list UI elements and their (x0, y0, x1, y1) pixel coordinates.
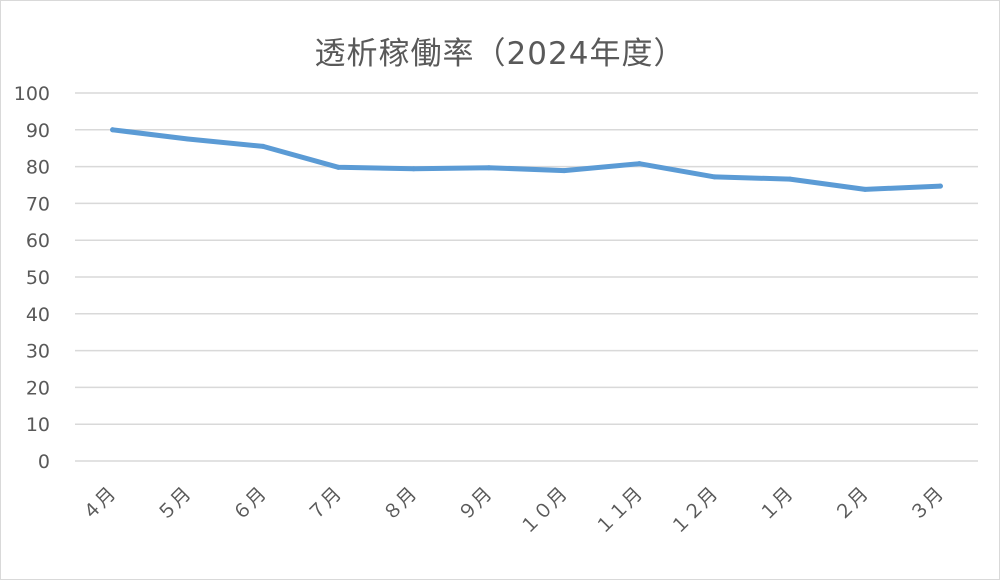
data-point (561, 168, 567, 174)
y-tick-label: 80 (26, 157, 50, 179)
x-tick-label: ３月 (905, 483, 947, 525)
y-tick-label: 60 (26, 230, 50, 252)
gridlines (75, 92, 978, 462)
y-axis-ticks: 0 10 20 30 40 50 60 70 80 90 100 (14, 83, 50, 473)
x-tick-label: ２月 (830, 483, 872, 525)
x-tick-label: ８月 (379, 483, 421, 525)
x-tick-label: ４月 (78, 483, 120, 525)
data-point (712, 174, 718, 180)
x-tick-label: ５月 (153, 483, 195, 525)
x-tick-label: ６月 (228, 483, 270, 525)
y-tick-label: 40 (26, 304, 50, 326)
y-tick-label: 30 (26, 341, 50, 363)
data-point (260, 143, 266, 149)
y-tick-label: 20 (26, 377, 50, 399)
data-point (937, 183, 943, 189)
y-tick-label: 90 (26, 120, 50, 142)
x-tick-label: １１月 (591, 483, 647, 539)
y-tick-label: 50 (26, 267, 50, 289)
y-tick-label: 100 (14, 83, 50, 105)
x-axis-ticks: ４月 ５月 ６月 ７月 ８月 ９月 １０月 １１月 １２月 １月 ２月 ３月 (78, 483, 948, 539)
data-point (411, 166, 417, 172)
y-tick-label: 10 (26, 414, 50, 436)
data-point (486, 165, 492, 171)
data-point (862, 186, 868, 192)
data-point (787, 176, 793, 182)
x-tick-label: ７月 (303, 483, 345, 525)
x-tick-label: １２月 (666, 483, 722, 539)
y-tick-label: 0 (38, 451, 50, 473)
chart-title: 透析稼働率（2024年度） (314, 36, 686, 72)
series-lines (110, 127, 943, 192)
x-tick-label: ９月 (454, 483, 496, 525)
data-point (335, 164, 341, 170)
x-tick-label: １月 (755, 483, 797, 525)
y-tick-label: 70 (26, 193, 50, 215)
data-point (110, 127, 116, 133)
series-line (110, 127, 943, 192)
data-point (636, 161, 642, 167)
data-point (185, 136, 191, 142)
x-tick-label: １０月 (516, 483, 572, 539)
